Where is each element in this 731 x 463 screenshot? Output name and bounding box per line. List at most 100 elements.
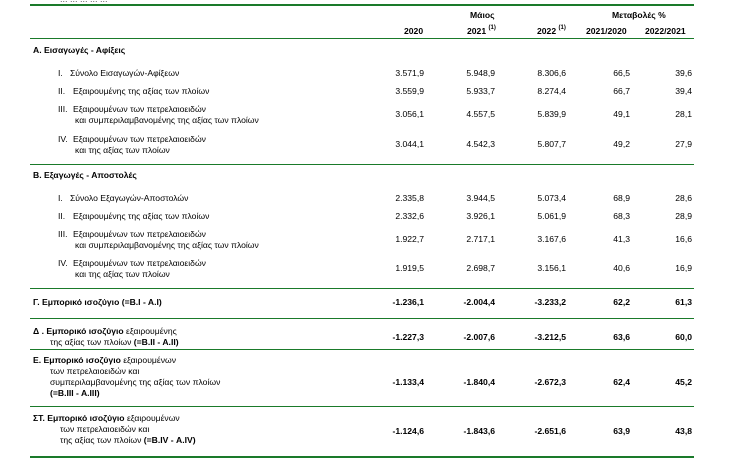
section-a-row-c2: 27,9	[675, 139, 692, 149]
section-b-row-label: και συμπεριλαμβανομένης της αξίας των πλ…	[75, 240, 259, 250]
section-a-row-v2020: 3.044,1	[395, 139, 424, 149]
section-a-row-c1: 49,1	[613, 109, 630, 119]
balance-title: Γ. Εμπορικό ισοζύγιο	[33, 297, 122, 307]
section-a-row-v2020: 3.056,1	[395, 109, 424, 119]
balance-desc: της αξίας των πλοίων	[60, 435, 144, 445]
balance-row-v2022: -2.672,3	[534, 377, 566, 387]
section-a-row-v2020: 3.571,9	[395, 68, 424, 78]
divider	[30, 318, 694, 319]
balance-label: (=Β.ΙΙΙ - Α.ΙΙΙ)	[50, 388, 100, 399]
section-b-title: Β. Εξαγωγές - Αποστολές	[33, 170, 137, 180]
balance-desc: συμπεριλαμβανομένης της αξίας των πλοίων	[50, 377, 221, 387]
section-b-row-c1: 68,3	[613, 211, 630, 221]
table-top-border	[30, 4, 694, 6]
section-b-row-c2: 16,6	[675, 234, 692, 244]
section-a-title: Α. Εισαγωγές - Αφίξεις	[33, 45, 126, 55]
header-month: Μάιος	[470, 10, 495, 20]
table-bottom-border	[30, 456, 694, 458]
balance-desc: εξαιρουμένων	[123, 355, 176, 365]
balance-row-v2020: -1.124,6	[392, 426, 424, 436]
section-a-row-c1: 66,5	[613, 68, 630, 78]
balance-row-c2: 60,0	[675, 332, 692, 342]
balance-row-c2: 43,8	[675, 426, 692, 436]
divider	[30, 349, 694, 350]
section-b-row-label: Σύνολο Εξαγωγών-Αποστολών	[70, 193, 189, 203]
balance-row-c2: 61,3	[675, 297, 692, 307]
section-b-row-c1: 40,6	[613, 263, 630, 273]
balance-label: Ε. Εμπορικό ισοζύγιο εξαιρουμένων	[33, 355, 176, 366]
section-a-row-v2021: 4.542,3	[466, 139, 495, 149]
balance-desc: των πετρελαιοειδών και	[60, 424, 150, 434]
section-b-row-v2020: 1.922,7	[395, 234, 424, 244]
section-b-row-index: II.	[58, 211, 66, 221]
balance-title: Δ . Εμπορικό ισοζύγιο	[33, 326, 127, 336]
balance-formula: (=Β.ΙΙΙ - Α.ΙΙΙ)	[50, 388, 100, 398]
section-b-row-label: Εξαιρουμένης της αξίας των πλοίων	[73, 211, 210, 221]
cropped-top-text: ... ... ... ... ...	[60, 0, 108, 4]
balance-title: Ε. Εμπορικό ισοζύγιο	[33, 355, 124, 365]
balance-row-v2020: -1.227,3	[392, 332, 424, 342]
section-b-row-v2020: 1.919,5	[395, 263, 424, 273]
divider	[30, 288, 694, 289]
balance-label: της αξίας των πλοίων (=Β.ΙV - Α.ΙV)	[60, 435, 196, 446]
section-a-row-c1: 66,7	[613, 86, 630, 96]
section-a-row-v2022: 8.306,6	[537, 68, 566, 78]
balance-label: συμπεριλαμβανομένης της αξίας των πλοίων	[50, 377, 220, 388]
balance-row-c1: 62,4	[613, 377, 630, 387]
section-b-row-c2: 28,6	[675, 193, 692, 203]
divider	[30, 406, 694, 407]
balance-row-v2021: -2.004,4	[463, 297, 495, 307]
section-b-row-c2: 16,9	[675, 263, 692, 273]
section-a-row-index: IV.	[58, 134, 68, 144]
section-a-row-index: III.	[58, 104, 68, 114]
balance-row-v2022: -2.651,6	[534, 426, 566, 436]
balance-desc: εξαιρουμένων	[126, 413, 180, 423]
balance-formula: (=Β.Ι - Α.Ι)	[121, 297, 162, 307]
section-a-row-label: Σύνολο Εισαγωγών-Αφίξεων	[70, 68, 180, 78]
section-a-row-v2022: 5.839,9	[537, 109, 566, 119]
balance-desc: της αξίας των πλοίων	[50, 337, 134, 347]
balance-desc: εξαιρουμένης	[126, 326, 177, 336]
balance-desc: των πετρελαιοειδών και	[50, 366, 140, 376]
section-b-row-index: I.	[58, 193, 63, 203]
section-a-row-c1: 49,2	[613, 139, 630, 149]
section-b-row-index: IV.	[58, 258, 68, 268]
section-b-row-v2022: 3.167,6	[537, 234, 566, 244]
balance-formula: (=Β.ΙΙ - Α.ΙΙ)	[133, 337, 179, 347]
section-b-row-label: και της αξίας των πλοίων	[75, 269, 170, 279]
section-b-row-v2022: 3.156,1	[537, 263, 566, 273]
section-a-row-v2021: 5.948,9	[466, 68, 495, 78]
balance-label: Δ . Εμπορικό ισοζύγιο εξαιρουμένης	[33, 326, 177, 337]
header-2022: 2022 (1)	[537, 25, 566, 36]
section-b-row-c1: 41,3	[613, 234, 630, 244]
balance-row-c1: 63,9	[613, 426, 630, 436]
header-2021: 2021 (1)	[467, 25, 496, 36]
section-a-row-label: Εξαιρουμένης της αξίας των πλοίων	[73, 86, 210, 96]
section-b-row-v2021: 3.944,5	[466, 193, 495, 203]
section-b-row-v2022: 5.073,4	[537, 193, 566, 203]
divider	[30, 164, 694, 165]
section-a-row-index: II.	[58, 86, 66, 96]
section-b-row-v2021: 2.698,7	[466, 263, 495, 273]
header-2021-2020: 2021/2020	[586, 26, 627, 36]
section-b-row-v2021: 2.717,1	[466, 234, 495, 244]
balance-row-v2020: -1.236,1	[392, 297, 424, 307]
balance-row-v2020: -1.133,4	[392, 377, 424, 387]
balance-row-v2021: -1.840,4	[463, 377, 495, 387]
balance-label: της αξίας των πλοίων (=Β.ΙΙ - Α.ΙΙ)	[50, 337, 179, 348]
section-a-row-v2021: 5.933,7	[466, 86, 495, 96]
section-b-row-v2020: 2.335,8	[395, 193, 424, 203]
section-a-row-label: Εξαιρουμένων των πετρελαιοειδών	[73, 134, 206, 144]
balance-row-v2021: -2.007,6	[463, 332, 495, 342]
section-a-row-label: και της αξίας των πλοίων	[75, 145, 170, 155]
section-a-row-v2022: 8.274,4	[537, 86, 566, 96]
balance-label: των πετρελαιοειδών και	[60, 424, 149, 435]
section-b-row-index: III.	[58, 229, 68, 239]
section-a-row-c2: 39,6	[675, 68, 692, 78]
balance-row-v2021: -1.843,6	[463, 426, 495, 436]
section-a-row-v2021: 4.557,5	[466, 109, 495, 119]
section-a-row-label: Εξαιρουμένων των πετρελαιοειδών	[73, 104, 206, 114]
section-b-row-v2022: 5.061,9	[537, 211, 566, 221]
header-2022-2021: 2022/2021	[645, 26, 686, 36]
section-b-row-v2020: 2.332,6	[395, 211, 424, 221]
